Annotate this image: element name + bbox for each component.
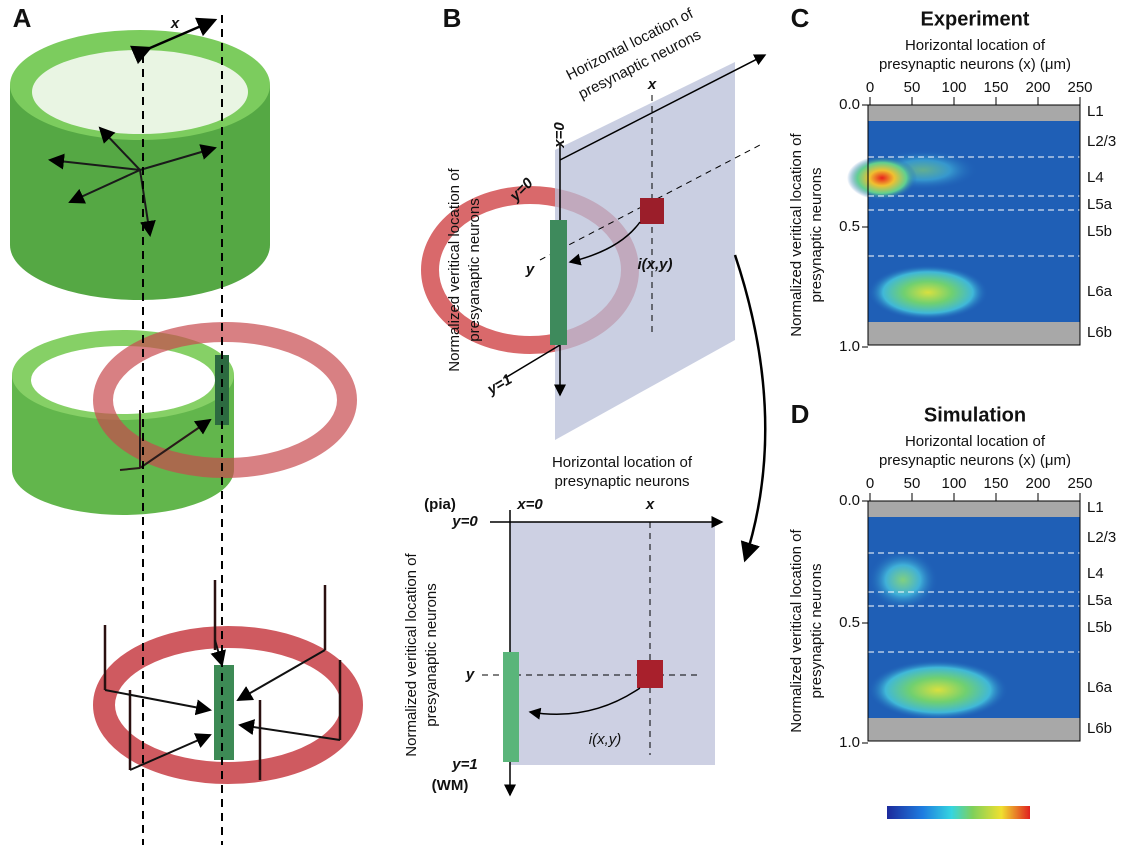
label: i(x,y) — [589, 731, 622, 748]
label: Horizontal location of — [905, 37, 1046, 54]
x-tick-label: 250 — [1067, 79, 1092, 96]
layer-label: L4 — [1087, 169, 1104, 186]
label: Horizontal location of — [905, 433, 1046, 450]
y-tick-label: 1.0 — [839, 734, 860, 751]
layer-label: L1 — [1087, 499, 1104, 516]
layer-label: L4 — [1087, 565, 1104, 582]
x-tick-label: 50 — [904, 79, 921, 96]
label: Horizontal location of — [552, 454, 693, 471]
label: i(x,y) — [637, 256, 672, 273]
label: Normalized veritical location of — [446, 167, 463, 371]
label: Normalized veritical location of — [403, 552, 420, 756]
label: x — [170, 15, 180, 32]
layer-label: L2/3 — [1087, 133, 1116, 150]
x-tick-label: 50 — [904, 475, 921, 492]
y-tick-label: 0.0 — [839, 96, 860, 113]
label: x=0 — [551, 122, 568, 149]
title: Experiment — [921, 8, 1030, 30]
layer-label: L5b — [1087, 223, 1112, 240]
label: y=0 — [451, 513, 478, 530]
label: x — [647, 76, 657, 93]
heatmap-c — [847, 105, 1080, 345]
label: Normalized veritical location of — [788, 132, 805, 336]
panel-a-art — [10, 15, 352, 845]
label: presynaptic neurons — [808, 563, 825, 698]
heatmap-d — [868, 501, 1080, 741]
y-tick-label: 1.0 — [839, 338, 860, 355]
label: (WM) — [432, 777, 469, 794]
x-tick-label: 0 — [866, 79, 874, 96]
x-tick-label: 100 — [941, 79, 966, 96]
label: x — [645, 496, 655, 513]
layer-label: L5b — [1087, 619, 1112, 636]
layer-label: L6b — [1087, 324, 1112, 341]
panel-b-art — [430, 55, 765, 795]
x-tick-label: 100 — [941, 475, 966, 492]
title: Simulation — [924, 404, 1026, 426]
label: presyanaptic neurons — [423, 583, 440, 726]
label: presynaptic neurons (x) (μm) — [879, 56, 1071, 73]
y-tick-label: 0.0 — [839, 492, 860, 509]
x-tick-label: 200 — [1025, 79, 1050, 96]
label: y — [465, 666, 475, 683]
label: presynaptic neurons — [808, 167, 825, 302]
label: Normalized veritical location of — [788, 528, 805, 732]
layer-label: L1 — [1087, 103, 1104, 120]
label: presyanaptic neurons — [466, 198, 483, 341]
panel-label: D — [791, 399, 810, 429]
x-tick-label: 250 — [1067, 475, 1092, 492]
y-tick-label: 0.5 — [839, 614, 860, 631]
panel-label: B — [443, 3, 462, 33]
figure: Ax B Horizontal location of presynaptic neu… — [0, 0, 1133, 851]
label: (pia) — [424, 496, 456, 513]
layer-label: L6b — [1087, 720, 1112, 737]
x-tick-label: 200 — [1025, 475, 1050, 492]
panel-label: C — [791, 3, 810, 33]
label: x=0 — [516, 496, 543, 513]
layer-label: L5a — [1087, 592, 1113, 609]
panel-label: A — [13, 3, 32, 33]
layer-label: L6a — [1087, 679, 1113, 696]
label: presynaptic neurons (x) (μm) — [879, 452, 1071, 469]
label: y=1 — [451, 756, 477, 773]
x-tick-label: 150 — [983, 79, 1008, 96]
y-tick-label: 0.5 — [839, 218, 860, 235]
layer-label: L6a — [1087, 283, 1113, 300]
x-tick-label: 150 — [983, 475, 1008, 492]
label: y — [525, 261, 535, 278]
colorbar — [887, 806, 1030, 819]
label: presynaptic neurons — [554, 473, 689, 490]
layer-label: L2/3 — [1087, 529, 1116, 546]
x-tick-label: 0 — [866, 475, 874, 492]
layer-label: L5a — [1087, 196, 1113, 213]
